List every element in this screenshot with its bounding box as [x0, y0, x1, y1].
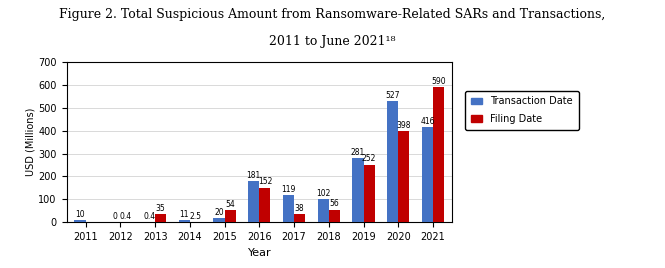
- Text: 416: 416: [420, 117, 435, 126]
- Text: 56: 56: [330, 199, 339, 209]
- Text: 20: 20: [214, 208, 224, 217]
- Bar: [213, 218, 225, 222]
- Text: 38: 38: [295, 204, 305, 213]
- Text: 54: 54: [225, 200, 235, 209]
- Bar: [179, 220, 190, 222]
- Text: Figure 2. Total Suspicious Amount from Ransomware-Related SARs and Transactions,: Figure 2. Total Suspicious Amount from R…: [59, 8, 606, 21]
- Legend: Transaction Date, Filing Date: Transaction Date, Filing Date: [465, 91, 579, 130]
- Bar: [364, 165, 374, 222]
- Bar: [248, 181, 259, 222]
- Y-axis label: USD (Millions): USD (Millions): [25, 108, 35, 176]
- Bar: [225, 210, 235, 222]
- Text: 152: 152: [258, 177, 272, 186]
- Text: 0.4: 0.4: [144, 212, 156, 221]
- Text: 181: 181: [247, 171, 261, 180]
- Text: 590: 590: [432, 77, 446, 86]
- Bar: [74, 220, 86, 222]
- Bar: [422, 127, 433, 222]
- Text: 2.5: 2.5: [190, 212, 201, 221]
- Bar: [318, 199, 329, 222]
- Bar: [352, 158, 364, 222]
- Text: 11: 11: [180, 210, 189, 219]
- Text: 119: 119: [281, 185, 296, 194]
- Bar: [398, 131, 410, 222]
- Bar: [283, 195, 294, 222]
- Text: 0: 0: [112, 212, 117, 221]
- Text: 252: 252: [362, 154, 376, 163]
- Text: 102: 102: [316, 189, 331, 198]
- Bar: [294, 214, 305, 222]
- Text: 398: 398: [396, 121, 411, 130]
- Text: 0.4: 0.4: [120, 212, 132, 221]
- Text: 2011 to June 2021¹⁸: 2011 to June 2021¹⁸: [269, 35, 396, 48]
- Bar: [433, 87, 444, 222]
- Text: 10: 10: [75, 210, 85, 219]
- Bar: [155, 214, 166, 222]
- Text: 35: 35: [156, 204, 166, 213]
- Bar: [387, 101, 398, 222]
- Text: 527: 527: [386, 91, 400, 100]
- Text: 281: 281: [351, 148, 365, 157]
- Bar: [259, 188, 271, 222]
- X-axis label: Year: Year: [247, 248, 271, 258]
- Bar: [329, 210, 340, 222]
